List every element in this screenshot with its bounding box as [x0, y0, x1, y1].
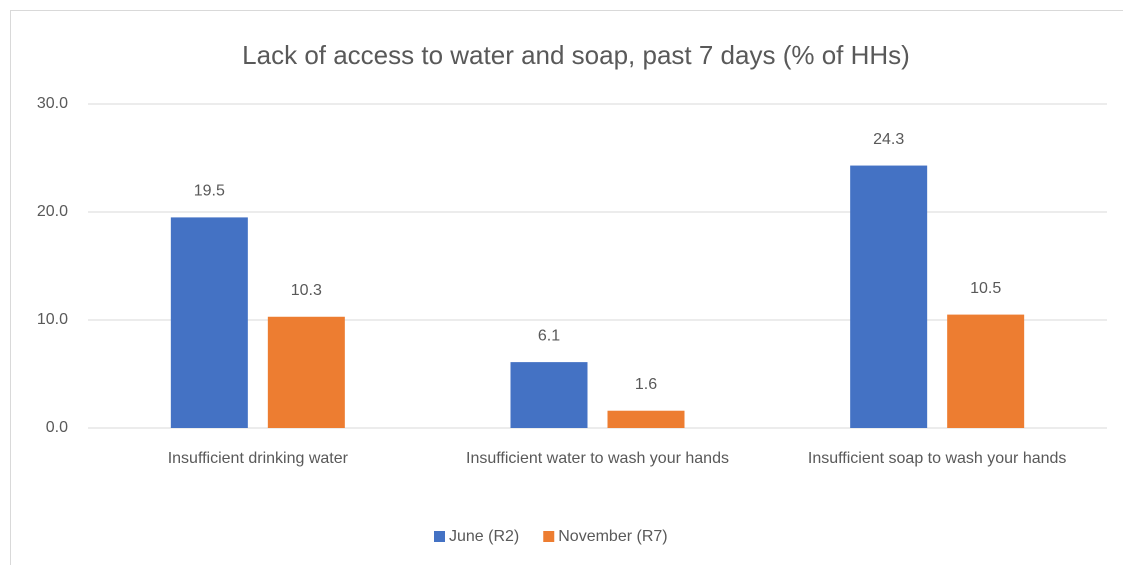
legend-label: November (R7): [558, 528, 667, 545]
bar: [607, 410, 685, 428]
x-tick-label: Insufficient water to wash your hands: [466, 450, 729, 467]
chart-title: Lack of access to water and soap, past 7…: [242, 40, 910, 70]
bar: [267, 316, 345, 428]
data-label: 19.5: [194, 183, 225, 200]
y-tick-label: 20.0: [37, 203, 68, 220]
x-tick-label: Insufficient drinking water: [167, 450, 348, 467]
data-label: 1.6: [635, 376, 657, 393]
bar: [170, 217, 248, 428]
data-label: 24.3: [873, 131, 904, 148]
y-tick-label: 0.0: [46, 419, 68, 436]
legend-label: June (R2): [449, 528, 519, 545]
data-label: 10.3: [291, 282, 322, 299]
bar: [947, 314, 1025, 428]
data-label: 6.1: [538, 327, 560, 344]
y-tick-label: 10.0: [37, 311, 68, 328]
bar: [850, 165, 928, 428]
bar: [510, 362, 588, 428]
legend-swatch: [434, 531, 445, 542]
legend-swatch: [543, 531, 555, 542]
y-tick-label: 30.0: [37, 95, 68, 112]
x-tick-label: Insufficient soap to wash your hands: [807, 450, 1067, 467]
data-label: 10.5: [970, 280, 1001, 297]
